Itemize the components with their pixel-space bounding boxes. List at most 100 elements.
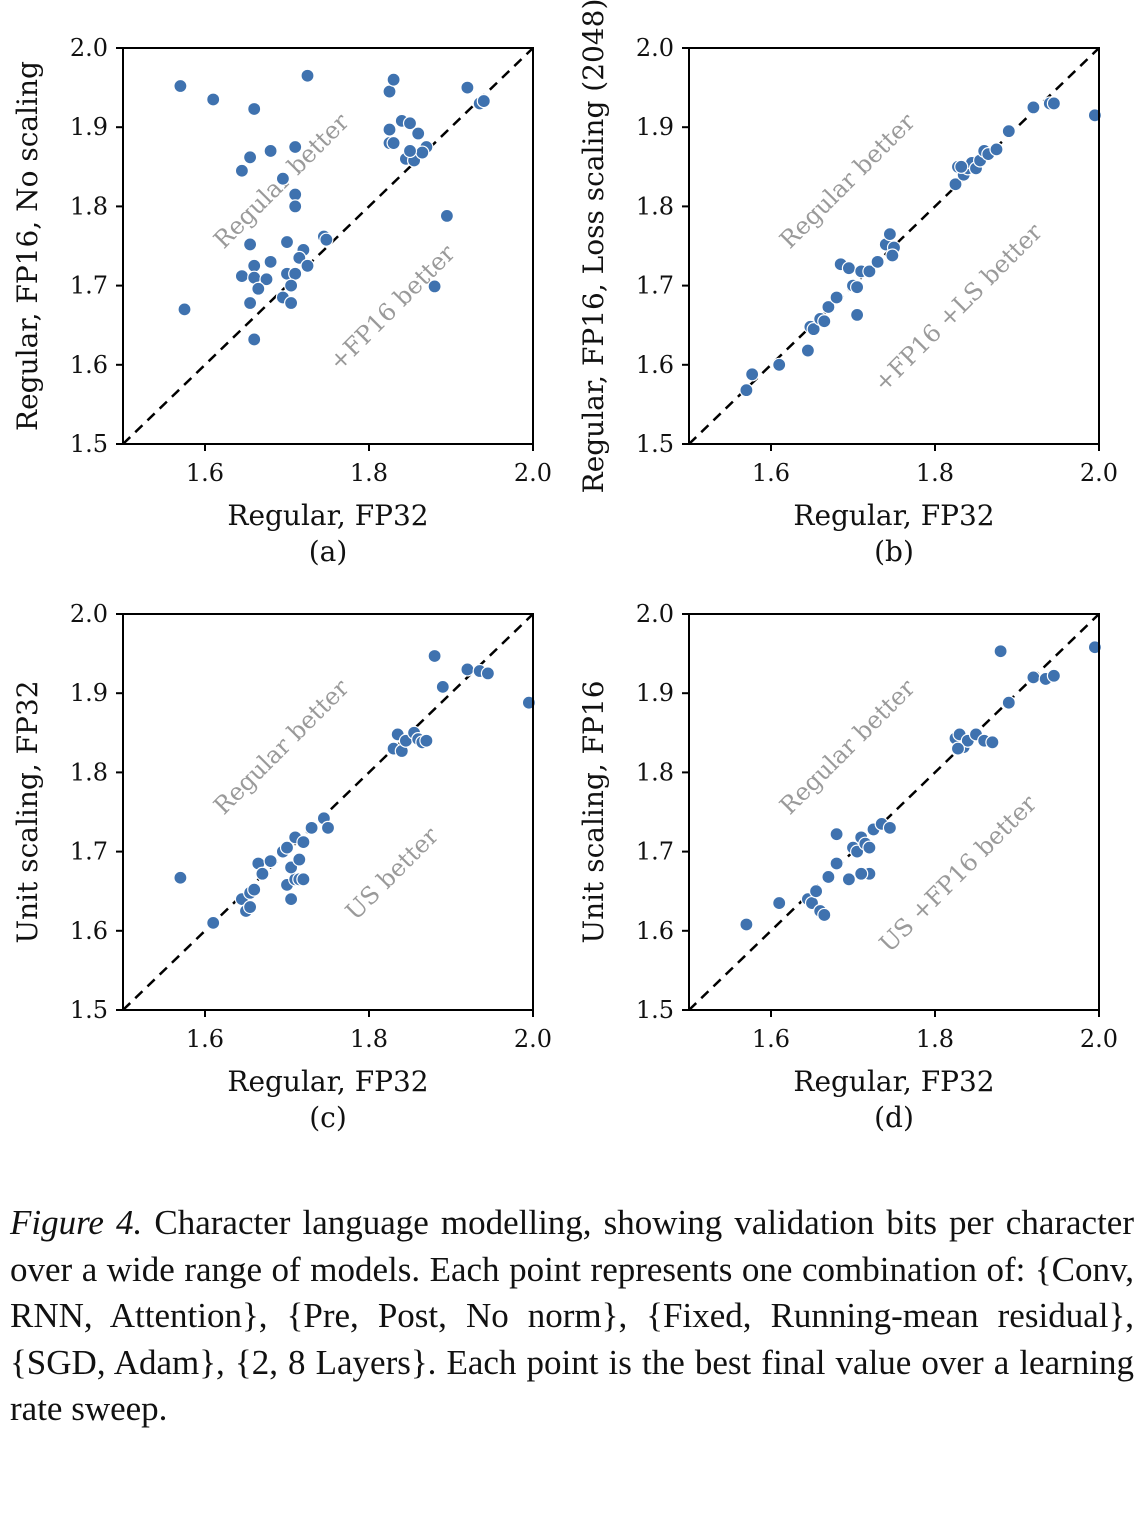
scatter-point [382, 84, 397, 99]
scatter-point [173, 870, 188, 885]
y-tick-label: 1.7 [636, 272, 674, 300]
axes-frame [688, 613, 1100, 1011]
scatter-point [263, 143, 278, 159]
scatter-point [402, 116, 418, 131]
axes-frame [122, 613, 534, 1011]
scatter-point [263, 854, 278, 869]
scatter-point [206, 915, 221, 930]
y-tick-label: 1.7 [70, 838, 108, 866]
y-tick-label: 1.9 [636, 113, 674, 141]
figure-4: Regular better +FP16 better 1.6 1.8 2.0 1.5 1.… [11, 0, 1118, 1134]
scatter-point [1026, 100, 1041, 115]
caption-text: Character language modelling, showing va… [10, 1203, 1134, 1428]
scatter-point [829, 827, 844, 842]
scatter-point [829, 290, 844, 305]
panel-label: (d) [874, 1101, 914, 1134]
scatter-point [263, 254, 278, 269]
scatter-point [288, 199, 303, 214]
scatter-point [817, 907, 832, 923]
figure-caption: Figure 4. Character language modelling, … [10, 1200, 1134, 1433]
scatter-point [279, 234, 295, 250]
scatter-point [288, 266, 303, 281]
scatter-point [247, 258, 262, 273]
scatter-point [320, 820, 336, 835]
y-tick-label: 2.0 [70, 34, 108, 62]
scatter-point [1046, 668, 1062, 683]
y-tick-label: 1.5 [70, 430, 108, 458]
scatter-point [985, 735, 1000, 750]
scatter-point [275, 171, 290, 186]
scatter-point [1001, 124, 1016, 139]
scatter-point [386, 72, 401, 87]
x-tick-label: 1.6 [186, 1025, 224, 1053]
panel-label: (c) [309, 1101, 347, 1134]
scatter-point [243, 899, 258, 915]
scatter-point [460, 662, 475, 677]
y-tick-label: 2.0 [70, 600, 108, 628]
y-tick-label: 1.5 [70, 996, 108, 1024]
scatter-point [415, 145, 430, 160]
y-tick-label: 1.7 [70, 272, 108, 300]
y-axis-label: Regular, FP16, No scaling [11, 61, 44, 431]
scatter-point [806, 322, 821, 337]
x-tick-label: 1.8 [350, 1025, 388, 1053]
axes-frame [688, 47, 1100, 445]
scatter-point [319, 232, 334, 247]
scatter-point [284, 892, 299, 907]
scatter-point [243, 150, 258, 165]
x-tick-label: 1.8 [916, 1025, 954, 1053]
x-tick-label: 1.8 [916, 459, 954, 487]
y-tick-label: 1.9 [70, 113, 108, 141]
scatter-point [402, 143, 418, 159]
scatter-point [829, 856, 844, 871]
scatter-point [849, 280, 865, 295]
y-tick-label: 1.6 [636, 351, 674, 379]
x-tick-label: 1.8 [350, 459, 388, 487]
scatter-point [259, 272, 274, 287]
scatter-point [296, 834, 311, 850]
x-tick-label: 1.6 [752, 459, 790, 487]
scatter-point [739, 917, 754, 932]
scatter-point [243, 237, 258, 252]
scatter-point [304, 820, 319, 835]
y-tick-label: 1.8 [636, 192, 674, 220]
y-tick-label: 1.6 [636, 917, 674, 945]
x-axis-label: Regular, FP32 [227, 1065, 428, 1098]
scatter-point [882, 227, 898, 242]
y-tick-label: 1.8 [70, 192, 108, 220]
caption-label: Figure 4. [10, 1203, 143, 1242]
scatter-point [841, 872, 857, 887]
y-tick-label: 1.6 [70, 917, 108, 945]
scatter-point [821, 869, 836, 885]
scatter-point [427, 279, 442, 294]
scatter-point [745, 367, 760, 382]
scatter-point [247, 332, 262, 347]
scatter-point [296, 872, 311, 887]
scatter-point [870, 254, 885, 269]
scatter-point [885, 248, 900, 263]
scatter-point [251, 281, 266, 296]
scatter-point [993, 644, 1008, 659]
x-axis-label: Regular, FP32 [793, 1065, 994, 1098]
scatter-point [247, 882, 262, 897]
scatter-point [279, 840, 295, 855]
y-tick-label: 2.0 [636, 600, 674, 628]
scatter-point [386, 135, 401, 151]
scatter-point [284, 278, 299, 293]
scatter-point [234, 163, 249, 178]
scatter-point [1026, 670, 1041, 685]
scatter-point [948, 177, 963, 192]
scatter-point [206, 92, 221, 107]
scatter-point [419, 733, 434, 748]
panel-label: (a) [309, 535, 348, 568]
scatter-point [476, 93, 491, 109]
scatter-point [480, 666, 495, 681]
scatter-point [243, 295, 258, 311]
scatter-point [435, 679, 450, 694]
scatter-point [862, 840, 877, 855]
scatter-point [234, 268, 249, 284]
scatter-point [300, 258, 315, 273]
